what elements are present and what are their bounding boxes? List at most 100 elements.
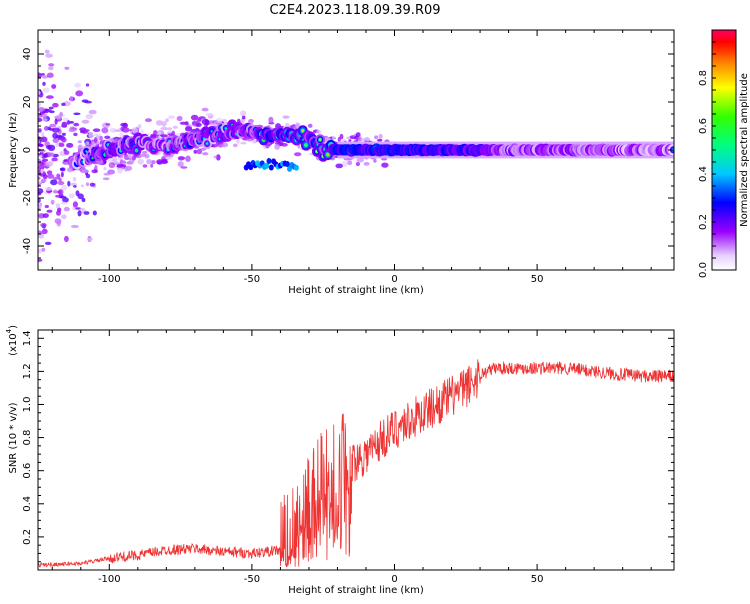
spectrogram-noise-cell (63, 150, 70, 156)
spectrogram-noise-cell (46, 145, 52, 150)
spectrogram-sidelobe-cell (284, 161, 290, 167)
spectrogram-noise-cell (57, 142, 64, 146)
x-tick-label: 50 (531, 574, 544, 585)
spectrogram-noise-cell (347, 160, 353, 166)
spectrogram-noise-cell (191, 120, 198, 126)
spectrogram-noise-cell (38, 197, 41, 203)
spectrogram-noise-cell (75, 90, 84, 97)
spectrogram-noise-cell (98, 135, 104, 141)
spectrogram-noise-cell (46, 95, 54, 99)
spectrogram-noise-cell (119, 132, 124, 138)
spectrogram-noise-cell (42, 158, 49, 162)
spectrogram-noise-cell (44, 49, 50, 54)
spectrogram-noise-cell (66, 119, 71, 125)
spectrogram-ridge-cell (224, 127, 227, 130)
spectrogram-y-ticks: -40 -20 0 20 40 (22, 29, 674, 271)
spectrogram-noise-cell (40, 231, 48, 235)
spectrogram-noise-cell (88, 131, 94, 139)
spectrogram-noise-cell (42, 174, 48, 180)
spectrogram-noise-cell (48, 110, 55, 114)
snr-multiplier-base: (x10 (8, 333, 19, 356)
spectrogram-noise-cell (48, 160, 54, 166)
spectrogram-noise-cell (160, 126, 168, 131)
spectrogram-noise-cell (38, 117, 43, 123)
spectrogram-noise-cell (68, 129, 76, 133)
spectrogram-noise-cell (172, 125, 178, 129)
spectrogram-noise-cell (54, 218, 62, 224)
spectrogram-noise-cell (363, 162, 370, 166)
spectrogram-noise-cell (167, 127, 173, 131)
spectrogram-noise-cell (131, 155, 136, 161)
x-tick-label: 50 (531, 274, 544, 285)
spectrogram-noise-cell (50, 199, 55, 205)
spectrogram-noise-cell (185, 155, 191, 162)
spectrogram-noise-cell (119, 159, 123, 165)
spectrogram-noise-cell (232, 143, 238, 148)
spectrogram-noise-cell (348, 139, 352, 142)
spectrogram-ridge-cell (319, 138, 322, 141)
spectrogram-noise-cell (56, 173, 61, 178)
spectrogram-noise-cell (104, 135, 111, 139)
spectrogram-noise-cell (38, 203, 42, 209)
spectrogram-noise-cell (184, 121, 189, 126)
spectrogram-noise-cell (54, 115, 62, 120)
spectrogram-noise-cell (125, 165, 133, 171)
spectrogram-noise-cell (165, 118, 169, 123)
spectrogram-noise-cell (61, 132, 66, 136)
spectrogram-noise-cell (180, 166, 188, 169)
spectrogram-noise-cell (44, 204, 49, 209)
colorbar-tick-label: 0.8 (698, 70, 709, 86)
spectrogram-noise-cell (267, 125, 271, 128)
spectrogram-ridge-cell (206, 142, 209, 145)
spectrogram-noise-cell (40, 223, 47, 228)
spectrogram-noise-cell (56, 210, 61, 216)
spectrogram-noise-cell (161, 158, 168, 164)
spectrogram-noise-cell (38, 143, 42, 146)
snr-series-line (38, 359, 674, 568)
spectrogram-noise-cell (152, 134, 159, 137)
spectrogram-noise-cell (378, 133, 383, 139)
spectrogram-noise-cell (142, 164, 148, 168)
spectrogram-noise-cell (62, 117, 69, 122)
spectrogram-noise-cell (241, 115, 246, 120)
spectrogram-noise-cell (332, 136, 336, 140)
spectrogram-noise-cell (61, 214, 67, 220)
spectrogram-noise-cell (38, 72, 42, 79)
spectrogram-y-label: Frequency (Hz) (8, 112, 19, 188)
x-tick-label: 0 (391, 274, 397, 285)
spectrogram-noise-cell (92, 128, 101, 132)
spectrogram-noise-cell (80, 184, 85, 188)
spectrogram-noise-cell (144, 118, 152, 123)
spectrogram-noise-cell (51, 157, 58, 162)
spectrogram-noise-cell (190, 114, 199, 121)
spectrogram-noise-cell (38, 164, 45, 170)
spectrogram-ridge-cell (135, 149, 138, 152)
spectrogram-noise-cell (236, 139, 240, 144)
spectrogram-noise-cell (101, 127, 109, 134)
spectrogram-noise-cell (62, 197, 69, 203)
spectrogram-noise-cell (38, 176, 41, 180)
spectrogram-noise-cell (46, 170, 53, 175)
spectrogram-noise-cell (85, 114, 94, 120)
spectrogram-sidelobe-cell (293, 164, 299, 171)
spectrogram-noise-cell (335, 163, 344, 169)
spectrogram-noise-cell (204, 113, 213, 116)
snr-marks (38, 359, 674, 568)
spectrogram-noise-cell (41, 247, 46, 252)
spectrogram-noise-cell (57, 181, 65, 186)
spectrogram-noise-cell (105, 123, 111, 126)
spectrogram-noise-cell (48, 66, 54, 71)
spectrogram-noise-cell (81, 129, 89, 134)
y-tick-label: 1.4 (22, 330, 33, 346)
spectrogram-noise-cell (102, 177, 110, 181)
spectrogram-noise-cell (107, 169, 115, 175)
spectrogram-noise-cell (147, 133, 151, 137)
spectrogram-noise-cell (64, 235, 69, 243)
spectrogram-noise-cell (50, 179, 58, 186)
spectrogram-noise-cell (282, 115, 290, 119)
spectrogram-noise-cell (41, 118, 48, 122)
snr-panel: -100 -50 0 50 0.2 0.4 0.6 0.8 1.0 1.2 1.4 Height … (5, 325, 675, 596)
spectrogram-noise-cell (46, 209, 53, 213)
spectrogram-noise-cell (374, 135, 379, 140)
